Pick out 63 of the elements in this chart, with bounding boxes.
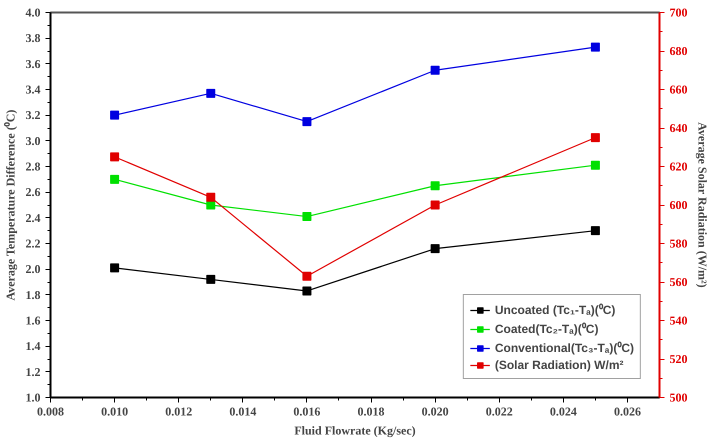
point — [110, 152, 120, 162]
x-tick-label: 0.016 — [293, 404, 320, 418]
y2-tick-label: 520 — [670, 352, 688, 366]
y-tick-label: 2.2 — [26, 236, 40, 250]
y2-axis-title: Average Solar Radiation (W/m²) — [696, 122, 710, 288]
x-tick-label: 0.022 — [486, 404, 513, 418]
x-tick-label: 0.020 — [422, 404, 449, 418]
point — [430, 244, 440, 254]
point — [110, 110, 120, 120]
y2-tick-label: 600 — [670, 198, 688, 212]
legend-label: Uncoated (Tc₁-Tₐ)(⁰C) — [494, 302, 616, 318]
x-tick-label: 0.024 — [550, 404, 577, 418]
y2-tick-label: 500 — [670, 390, 688, 404]
y2-tick-label: 640 — [670, 121, 688, 135]
x-tick-label: 0.014 — [229, 404, 256, 418]
point — [590, 160, 600, 170]
point — [590, 42, 600, 52]
y-axis-title: Average Temperature Difference (⁰C) — [4, 110, 18, 301]
y-tick-label: 1.8 — [26, 288, 40, 302]
point — [302, 212, 312, 222]
y2-tick-label: 700 — [670, 6, 688, 20]
point — [206, 88, 216, 98]
y2-tick-label: 540 — [670, 314, 688, 328]
x-axis-title: Fluid Flowrate (Kg/sec) — [294, 424, 416, 438]
point — [302, 117, 312, 126]
legend-label: Coated(Tc₂-Tₐ)(⁰C) — [494, 321, 598, 337]
legend-label: Conventional(Tc₃-Tₐ)(⁰C) — [494, 340, 634, 356]
point — [206, 192, 216, 202]
point — [590, 226, 600, 236]
y-tick-label: 1.0 — [26, 390, 40, 404]
point — [302, 272, 312, 281]
point — [302, 286, 312, 296]
legend-label: (Solar Radiation) W/m² — [494, 358, 624, 372]
y-tick-label: 3.4 — [26, 82, 40, 96]
y-tick-label: 2.0 — [26, 262, 40, 276]
y-tick-label: 2.6 — [26, 185, 40, 200]
y-tick-label: 3.8 — [26, 31, 40, 46]
x-tick-label: 0.012 — [165, 404, 192, 418]
point — [430, 181, 440, 190]
y-tick-label: 3.6 — [26, 56, 40, 71]
point — [590, 133, 600, 142]
point — [430, 200, 440, 210]
point — [110, 263, 120, 272]
point — [430, 66, 440, 75]
x-tick-label: 0.010 — [101, 404, 128, 418]
y-tick-label: 1.2 — [26, 364, 40, 379]
y-tick-label: 4.0 — [26, 6, 40, 20]
y-tick-label: 1.6 — [26, 314, 40, 328]
y2-tick-label: 680 — [670, 44, 688, 58]
y2-tick-label: 660 — [670, 82, 688, 96]
y2-tick-label: 560 — [670, 275, 688, 289]
x-tick-label: 0.018 — [358, 404, 385, 418]
y-tick-label: 2.8 — [26, 160, 40, 174]
y-tick-label: 3.0 — [26, 134, 40, 148]
point — [110, 174, 120, 184]
y-tick-label: 2.4 — [26, 210, 40, 225]
x-tick-label: 0.026 — [614, 404, 641, 418]
y-tick-label: 3.2 — [26, 108, 40, 122]
y-tick-label: 1.4 — [26, 339, 40, 354]
y2-tick-label: 580 — [670, 236, 688, 250]
point — [206, 274, 216, 284]
y2-tick-label: 620 — [670, 160, 688, 174]
x-tick-label: 0.008 — [37, 404, 64, 418]
